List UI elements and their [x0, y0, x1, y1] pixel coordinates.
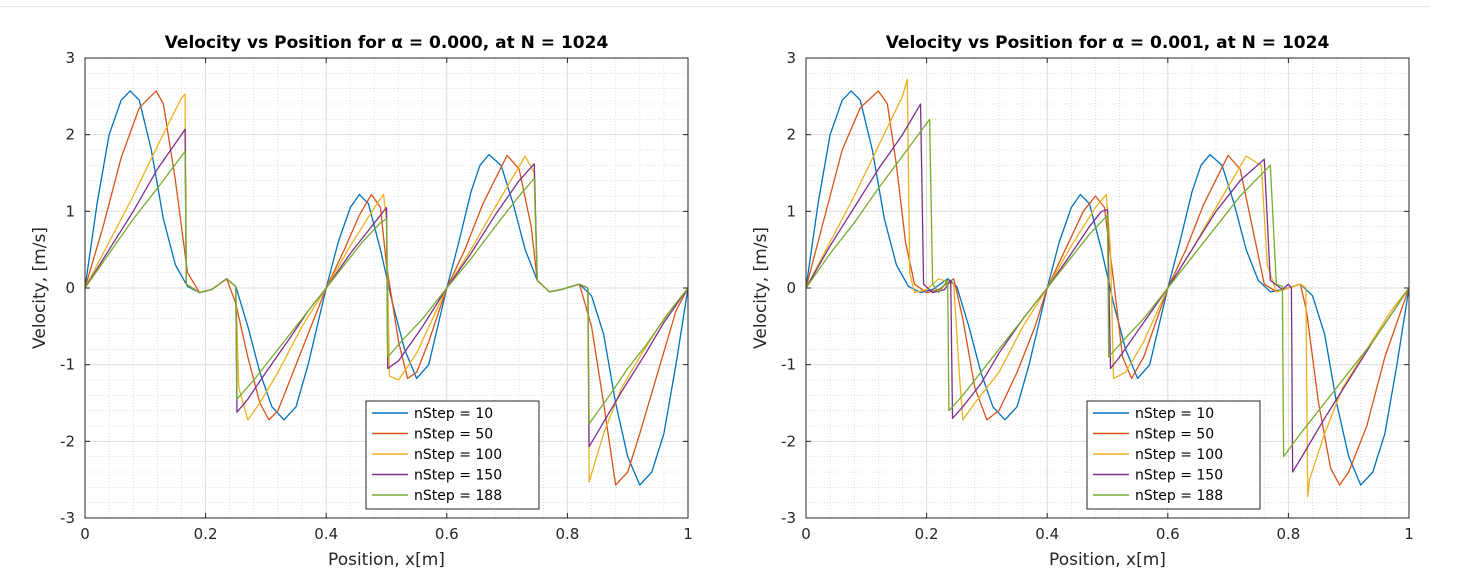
y-tick-label: 1: [786, 202, 796, 220]
y-axis-label: Velocity, [m/s]: [751, 227, 771, 349]
series-line-2: [85, 90, 688, 486]
y-tick-label: -1: [781, 356, 796, 374]
x-tick-label: 0: [801, 525, 811, 543]
series-line-3: [806, 78, 1409, 498]
legend-entry-2: nStep = 50: [414, 427, 493, 443]
chart-1: 0 0.2 0.4 0.6 0.8 1 -3 -2 -1 0 1 2 3 Velocity vs Posi…: [30, 33, 693, 570]
y-tick-label: 2: [786, 126, 796, 144]
y-axis-label: Velocity, [m/s]: [30, 227, 50, 349]
top-divider: [0, 6, 1430, 7]
x-tick-label: 0.4: [314, 525, 338, 543]
y-tick-label: -1: [60, 356, 75, 374]
legend-box: [1086, 400, 1261, 510]
legend-entry-2: nStep = 50: [1135, 427, 1214, 443]
legend-entry-3: nStep = 100: [414, 447, 502, 463]
series-line-1: [806, 90, 1409, 486]
legend-entry-4: nStep = 150: [414, 468, 502, 484]
x-tick-label: 0.2: [194, 525, 218, 543]
series-group: [806, 78, 1409, 498]
x-tick-label: 0.4: [1035, 525, 1059, 543]
legend-box: [365, 400, 540, 510]
x-axis-label: Position, x[m]: [328, 550, 445, 570]
y-tick-label: 3: [786, 49, 796, 67]
legend: nStep = 10 nStep = 50 nStep = 100 nStep = 1…: [365, 400, 540, 510]
y-tick-label: 0: [65, 279, 75, 297]
legend-entry-5: nStep = 188: [1135, 488, 1223, 504]
y-tick-label: 2: [65, 126, 75, 144]
tick-marks: [84, 57, 689, 519]
x-tick-label: 0.8: [555, 525, 579, 543]
y-tick-label: -3: [60, 509, 75, 527]
legend-entry-1: nStep = 10: [1135, 406, 1214, 422]
y-tick-label: -3: [781, 509, 796, 527]
y-tick-label: 1: [65, 202, 75, 220]
legend: nStep = 10 nStep = 50 nStep = 100 nStep = 1…: [1086, 400, 1261, 510]
y-tick-label: 3: [65, 49, 75, 67]
x-axis-label: Position, x[m]: [1049, 550, 1166, 570]
legend-entry-1: nStep = 10: [414, 406, 493, 422]
series-line-5: [85, 150, 688, 425]
x-tick-label: 0.8: [1276, 525, 1300, 543]
x-tick-label: 0.6: [435, 525, 459, 543]
x-tick-label: 0.2: [915, 525, 939, 543]
series-group: [85, 90, 688, 486]
series-line-5: [806, 118, 1409, 458]
y-tick-label: -2: [60, 432, 75, 450]
x-tick-label: 1: [683, 525, 693, 543]
chart-2: 0 0.2 0.4 0.6 0.8 1 -3 -2 -1 0 1 2 3 Velocity vs Posi…: [751, 33, 1414, 570]
series-line-2: [806, 90, 1409, 486]
legend-entry-5: nStep = 188: [414, 488, 502, 504]
legend-entry-4: nStep = 150: [1135, 468, 1223, 484]
x-tick-label: 0: [80, 525, 90, 543]
x-tick-label: 0.6: [1156, 525, 1180, 543]
chart-title: Velocity vs Position for α = 0.000, at N…: [165, 33, 609, 53]
x-tick-label: 1: [1404, 525, 1414, 543]
series-line-4: [806, 103, 1409, 473]
tick-marks: [805, 57, 1410, 519]
chart-title: Velocity vs Position for α = 0.001, at N…: [886, 33, 1330, 53]
y-tick-label: -2: [781, 432, 796, 450]
y-tick-label: 0: [786, 279, 796, 297]
legend-entry-3: nStep = 100: [1135, 447, 1223, 463]
